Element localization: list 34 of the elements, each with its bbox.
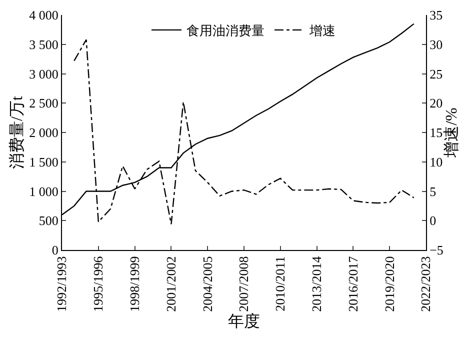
y-tick-label: 2 000	[29, 125, 58, 140]
y-tick-label: 2 500	[29, 96, 58, 111]
y-tick-label: 3 500	[29, 36, 58, 52]
y-axis-title: 消费量/万t	[8, 96, 26, 169]
y-tick-label: 1 500	[29, 154, 58, 170]
y2-tick-label: 25	[430, 66, 443, 82]
y2-tick-label: −5	[430, 242, 444, 258]
x-tick-label: 2007/2008	[236, 256, 252, 312]
x-tick-label: 2022/2023	[418, 256, 434, 312]
y2-tick-label: 20	[430, 96, 443, 111]
y2-tick-label: 10	[430, 154, 443, 170]
y2-tick-label: 5	[430, 184, 436, 199]
x-tick-label: 2019/2020	[382, 256, 397, 312]
y2-axis-title: 增速/%	[442, 108, 461, 158]
y-tick-label: 3 000	[29, 66, 58, 82]
x-tick-label: 2001/2002	[163, 256, 178, 312]
y2-tick-label: 0	[430, 213, 436, 228]
y-tick-label: 4 000	[29, 8, 58, 23]
legend-label: 食用油消费量	[186, 23, 264, 38]
x-tick-label: 2016/2017	[345, 256, 360, 312]
y2-tick-label: 35	[430, 8, 443, 23]
legend-label: 增速	[308, 23, 336, 38]
x-tick-label: 2010/2011	[272, 256, 288, 312]
y-tick-label: 1 000	[29, 184, 58, 199]
x-tick-label: 2013/2014	[309, 256, 324, 312]
x-tick-label: 1992/1993	[54, 256, 70, 312]
x-tick-label: 1995/1996	[90, 256, 106, 312]
y-tick-label: 0	[52, 242, 58, 258]
x-tick-label: 1998/1999	[127, 256, 142, 312]
y2-tick-label: 30	[430, 36, 443, 52]
y-tick-label: 500	[38, 213, 58, 228]
x-tick-label: 2004/2005	[200, 256, 215, 312]
x-axis-title: 年度	[228, 312, 260, 331]
y2-tick-label: 15	[430, 125, 443, 140]
